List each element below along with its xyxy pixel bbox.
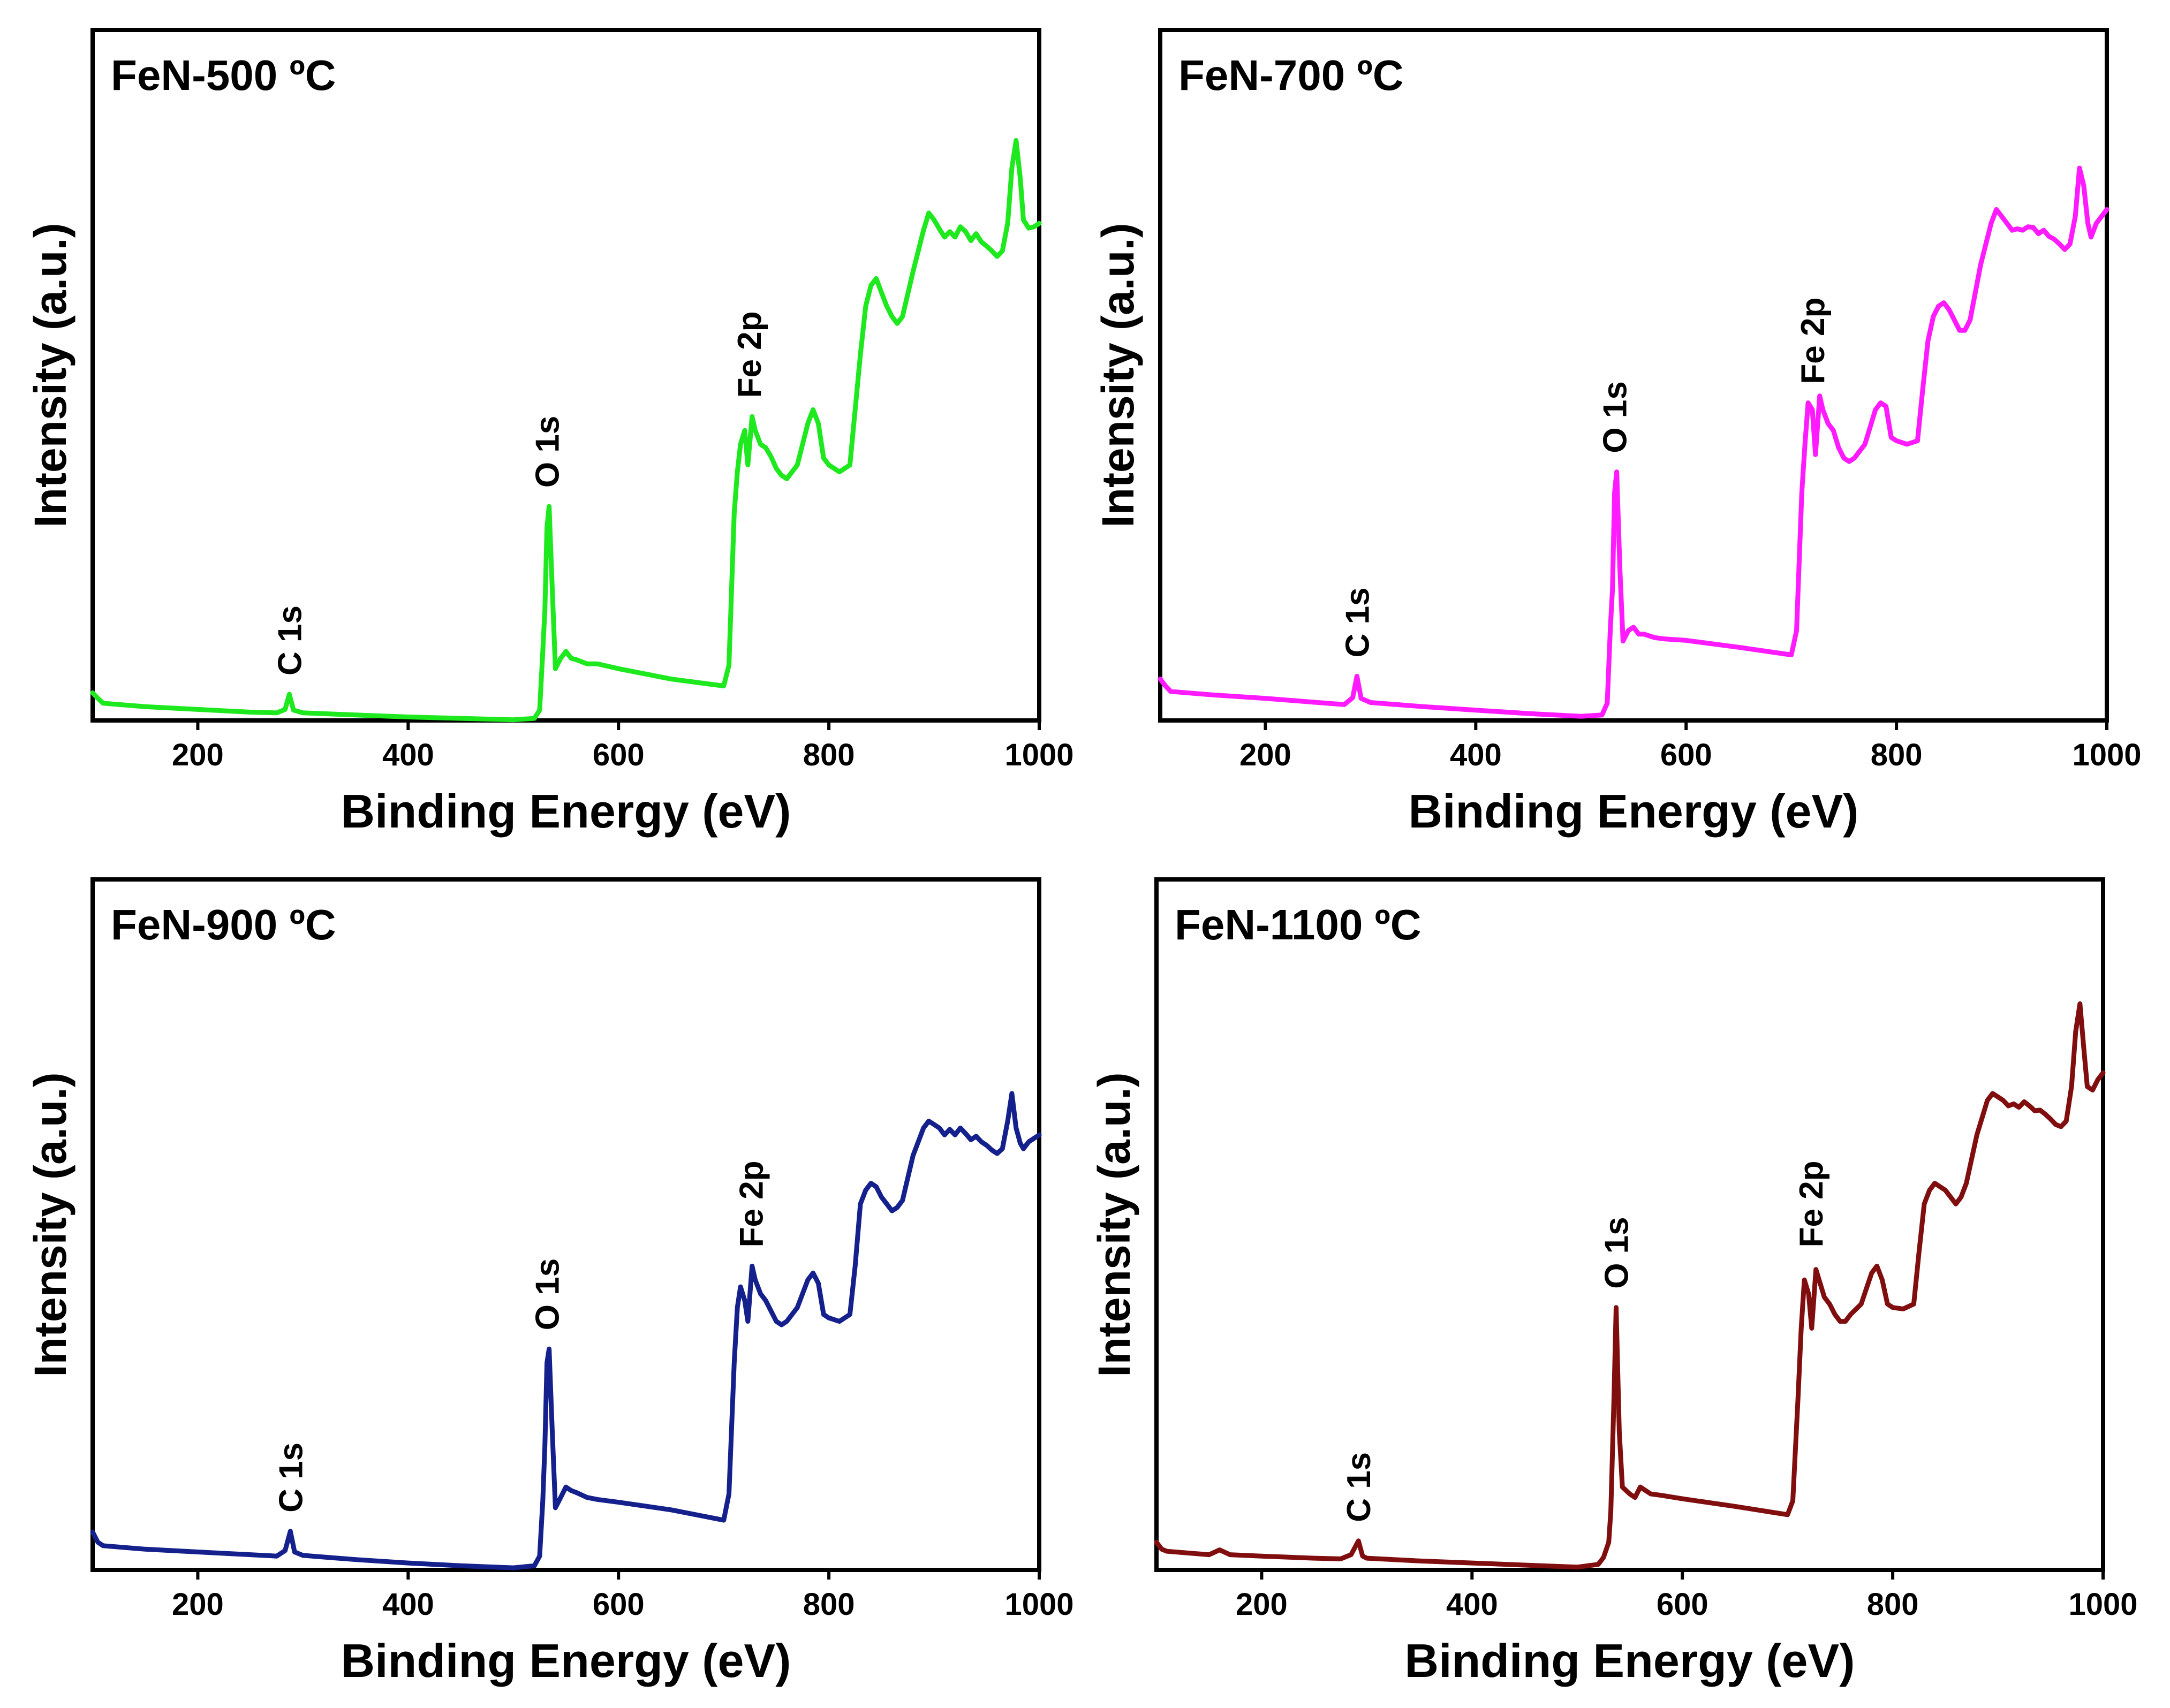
peak-label: C 1s: [273, 1443, 309, 1513]
peak-label: Fe 2p: [1793, 1160, 1830, 1247]
x-tick-label: 200: [172, 738, 224, 772]
y-axis-label: Intensity (a.u.): [25, 223, 75, 527]
x-tick-label: 800: [1871, 738, 1923, 772]
y-axis-label: Intensity (a.u.): [25, 1072, 75, 1377]
x-tick-label: 1000: [1004, 1587, 1073, 1622]
peak-label: O 1s: [530, 1258, 566, 1330]
plot-frame: [1158, 28, 2109, 723]
peak-label: Fe 2p: [731, 311, 768, 398]
plot-frame: [90, 877, 1041, 1572]
x-tick-label: 1000: [2072, 738, 2141, 772]
x-tick-label: 800: [803, 1587, 855, 1622]
x-axis-label: Binding Energy (eV): [341, 785, 791, 838]
spectrum-line: [1154, 1001, 2106, 1570]
peak-label: O 1s: [1597, 381, 1634, 453]
peak-label: C 1s: [1341, 1452, 1378, 1522]
plot-frame: [90, 28, 1041, 723]
x-tick-label: 600: [593, 738, 645, 772]
peak-label: O 1s: [1599, 1217, 1636, 1288]
panel-title: FeN-500 ºC: [111, 51, 336, 99]
peak-label: Fe 2p: [734, 1160, 770, 1247]
x-tick-label: 400: [1446, 1587, 1498, 1622]
peak-label: C 1s: [1339, 587, 1376, 657]
x-tick-label: 600: [1660, 738, 1712, 772]
panel-title: FeN-1100 ºC: [1175, 901, 1422, 948]
x-tick-label: 200: [172, 1587, 224, 1622]
x-tick-label: 1000: [1004, 738, 1073, 772]
x-axis-label: Binding Energy (eV): [341, 1634, 791, 1687]
y-axis-label: Intensity (a.u.): [1093, 223, 1143, 527]
x-tick-label: 200: [1239, 738, 1291, 772]
spectrum-line: [1158, 165, 2109, 719]
panel-3: 200 400 600 800 1000 C 1s O 1s Fe 2p FeN-900 ºC B…: [25, 877, 1074, 1687]
spectrum-line: [90, 1091, 1042, 1570]
panel-4: 200 400 600 800 1000 C 1s O 1s Fe 2p FeN-1100 ºC…: [1089, 877, 2138, 1687]
x-tick-label: 600: [593, 1587, 645, 1622]
plot-frame: [1154, 877, 2105, 1572]
peak-label: O 1s: [530, 416, 566, 488]
x-tick-label: 600: [1657, 1587, 1708, 1622]
peak-label: C 1s: [271, 605, 308, 675]
panel-title: FeN-700 ºC: [1178, 51, 1403, 99]
y-axis-label: Intensity (a.u.): [1089, 1072, 1139, 1377]
x-tick-label: 800: [803, 738, 855, 772]
x-tick-label: 200: [1236, 1587, 1288, 1622]
peak-label: Fe 2p: [1795, 298, 1832, 384]
panel-1: 200 400 600 800 1000 C 1s O 1s Fe 2p FeN-500 ºC B…: [25, 28, 1074, 838]
x-tick-label: 800: [1867, 1587, 1919, 1622]
x-tick-label: 1000: [2068, 1587, 2137, 1622]
x-tick-label: 400: [382, 1587, 434, 1622]
x-axis-label: Binding Energy (eV): [1405, 1634, 1855, 1687]
x-tick-label: 400: [1450, 738, 1502, 772]
panel-2: 200 400 600 800 1000 C 1s O 1s Fe 2p FeN-700 ºC B…: [1093, 28, 2142, 838]
spectrum-line: [90, 138, 1042, 723]
panel-title: FeN-900 ºC: [111, 901, 336, 948]
x-axis-label: Binding Energy (eV): [1409, 785, 1859, 838]
x-tick-label: 400: [382, 738, 434, 772]
